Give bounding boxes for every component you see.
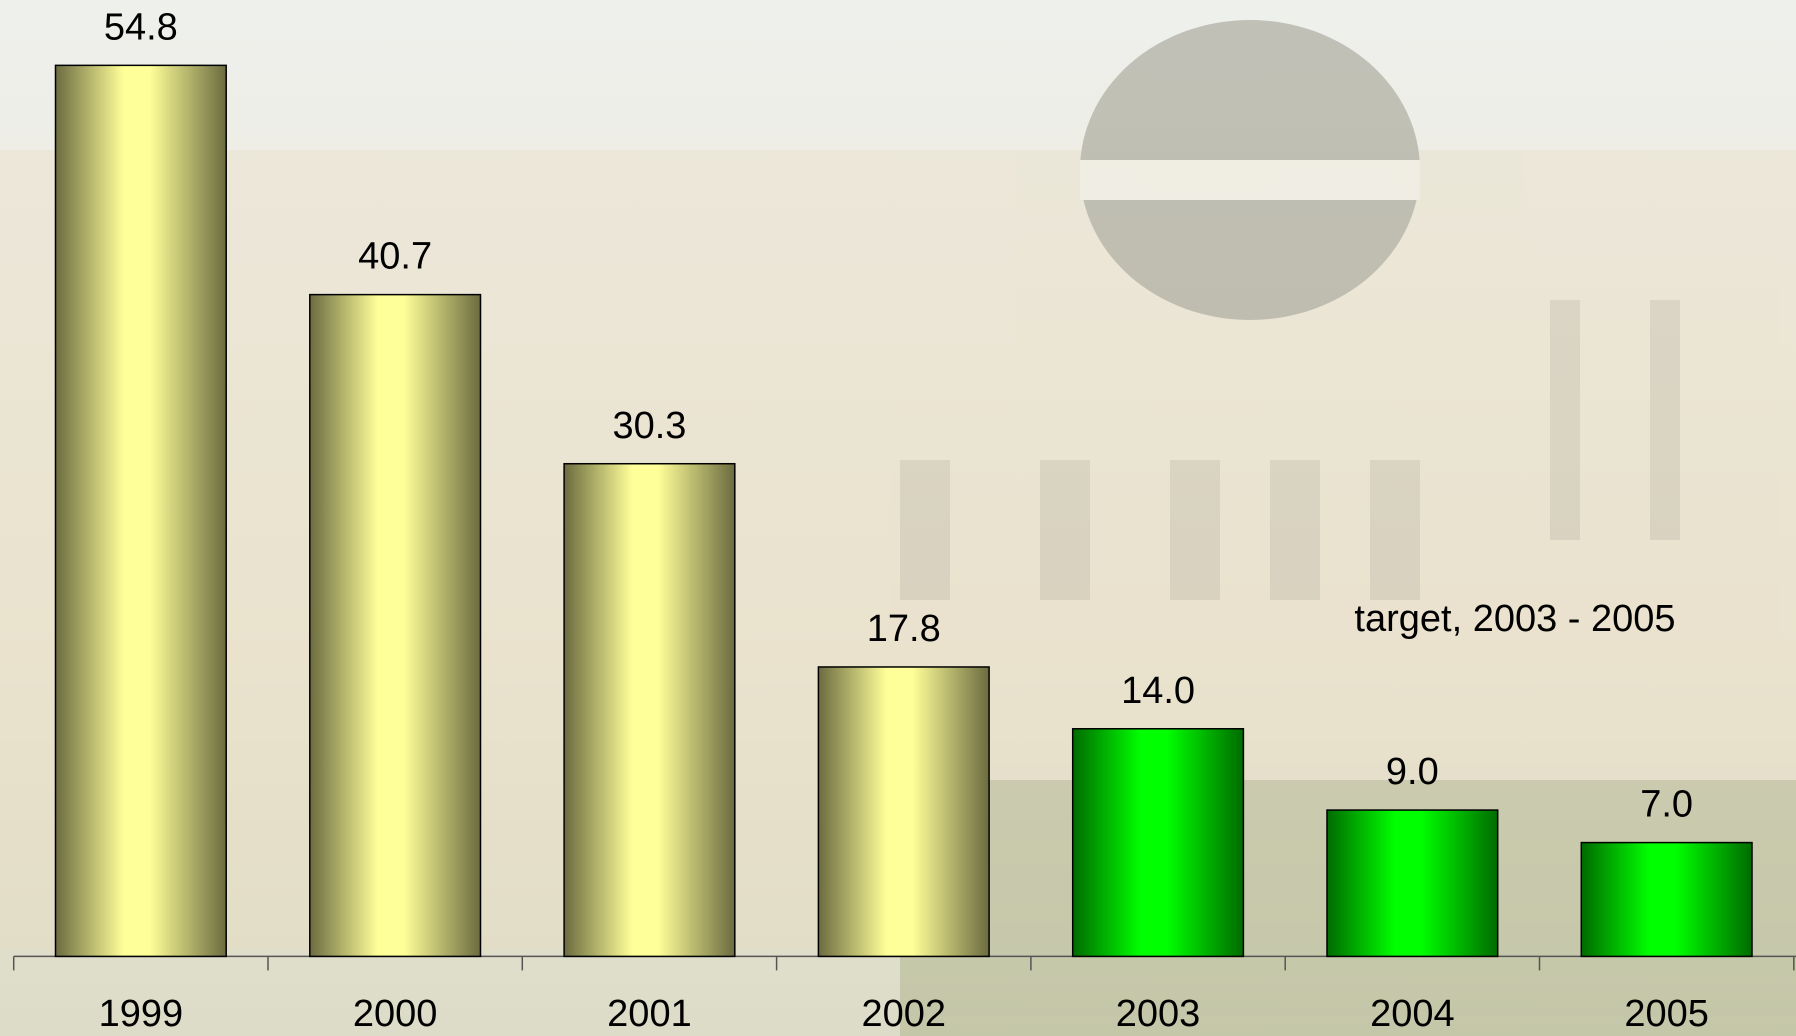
value-label: 30.3	[612, 405, 686, 447]
x-tick-label: 1999	[99, 993, 184, 1035]
value-label: 14.0	[1121, 670, 1195, 712]
bar	[1327, 810, 1498, 956]
x-tick-label: 2001	[607, 993, 692, 1035]
value-label: 9.0	[1386, 751, 1439, 793]
value-label: 7.0	[1640, 784, 1693, 826]
x-tick-label: 2003	[1116, 993, 1201, 1035]
page: {"chart_data": {"type": "bar", "categori…	[0, 0, 1796, 1036]
annotation: target, 2003 - 2005	[1354, 598, 1675, 640]
x-tick-label: 2004	[1370, 993, 1455, 1035]
value-label: 17.8	[867, 608, 941, 650]
bar	[310, 295, 481, 957]
value-label: 40.7	[358, 236, 432, 278]
bar	[56, 65, 227, 956]
value-label: 54.8	[104, 6, 178, 48]
bar	[564, 464, 735, 957]
chart: target, 2003 - 2005 54.8 1999 40.7 2000 30.3…	[0, 0, 1796, 1036]
bar	[1581, 843, 1752, 957]
bar	[818, 667, 989, 956]
x-tick-label: 2005	[1624, 993, 1709, 1035]
x-tick-label: 2000	[353, 993, 438, 1035]
bar	[1073, 729, 1244, 957]
x-tick-label: 2002	[861, 993, 946, 1035]
